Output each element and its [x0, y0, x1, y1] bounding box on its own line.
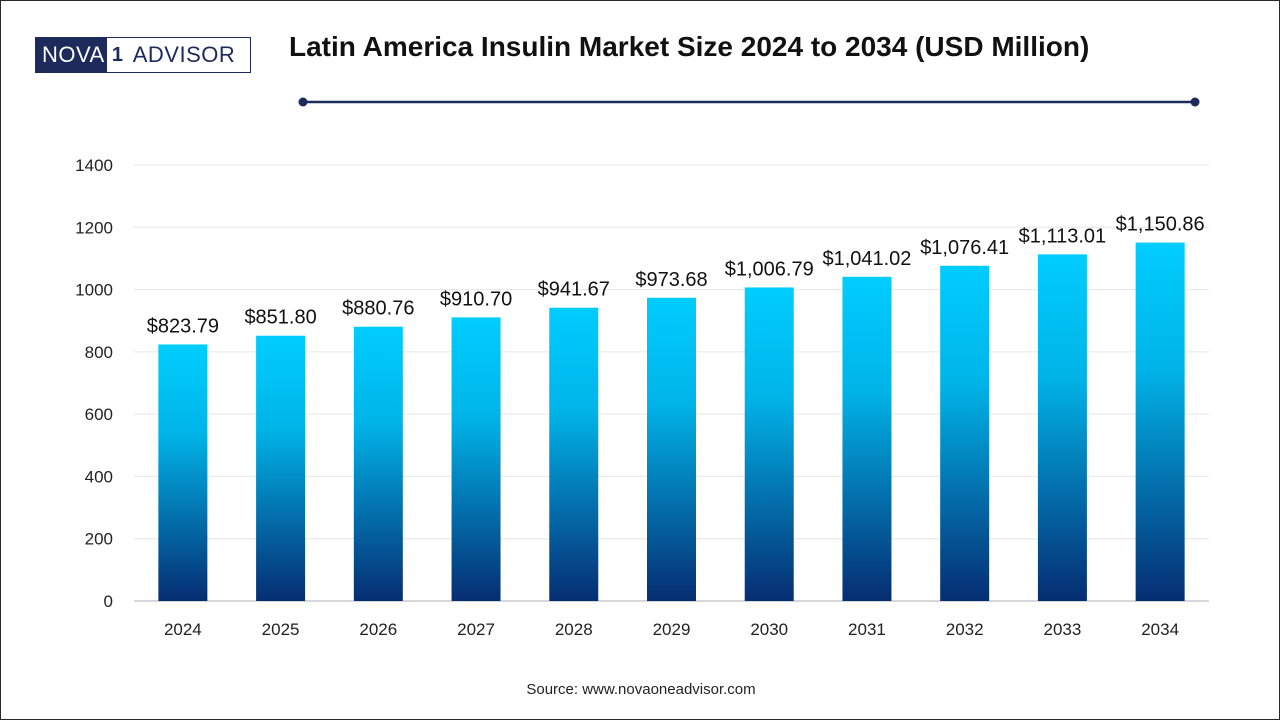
data-label-2024: $823.79 [147, 315, 219, 337]
y-tick-label: 1400 [75, 156, 113, 175]
x-tick-label-2033: 2033 [1043, 620, 1081, 639]
y-axis-tick-labels: 0 200 400 600 800 1000 1200 1400 [75, 156, 113, 611]
chart-title: Latin America Insulin Market Size 2024 t… [289, 31, 1090, 62]
x-tick-label-2027: 2027 [457, 620, 495, 639]
title-rule [298, 97, 1200, 107]
data-label-2030: $1,006.79 [725, 258, 814, 280]
y-tick-label: 1200 [75, 218, 113, 237]
x-tick-label-2034: 2034 [1141, 620, 1179, 639]
bar-2024 [158, 344, 208, 601]
data-label-2028: $941.67 [538, 279, 610, 301]
data-label-2031: $1,041.02 [822, 248, 911, 270]
bar-2030 [744, 287, 794, 601]
logo-text-advisor: ADVISOR [128, 38, 250, 72]
x-tick-label-2024: 2024 [164, 620, 202, 639]
x-tick-label-2030: 2030 [750, 620, 788, 639]
data-label-2025: $851.80 [244, 307, 316, 329]
logo-box-one: 1 [108, 43, 127, 67]
data-label-2029: $973.68 [635, 269, 707, 291]
x-axis-tick-labels: 2024 2025 2026 2027 2028 2029 2030 2031 2032 2033… [164, 620, 1179, 639]
data-label-2033: $1,113.01 [1019, 225, 1107, 247]
y-tick-label: 0 [104, 592, 113, 611]
x-tick-label-2028: 2028 [555, 620, 593, 639]
y-tick-label: 400 [85, 467, 113, 486]
data-label-2026: $880.76 [342, 298, 414, 320]
x-tick-label-2032: 2032 [946, 620, 984, 639]
bar-2029 [647, 297, 696, 601]
bar-2032 [940, 265, 990, 601]
x-tick-label-2026: 2026 [359, 620, 397, 639]
bar-2025 [256, 335, 306, 601]
bar-2026 [353, 326, 403, 601]
nova-advisor-logo: NOVA 1 ADVISOR [35, 37, 251, 73]
y-tick-label: 800 [85, 343, 113, 362]
bar-2027 [451, 317, 501, 601]
data-label-2032: $1,076.41 [920, 237, 1009, 259]
x-tick-label-2029: 2029 [653, 620, 691, 639]
y-tick-label: 200 [85, 530, 113, 549]
x-tick-label-2031: 2031 [848, 620, 886, 639]
y-tick-label: 1000 [75, 281, 113, 300]
logo-text-nova: NOVA [36, 38, 107, 72]
y-tick-label: 600 [85, 405, 113, 424]
bar-2028 [549, 307, 599, 601]
bar-2031 [842, 276, 892, 601]
bars [158, 242, 1185, 602]
bar-2034 [1135, 242, 1185, 602]
source-note: Source: www.novaoneadvisor.com [526, 681, 756, 698]
data-labels: $823.79 $851.80 $880.76 $910.70 $941.67 $973.… [147, 214, 1205, 338]
data-label-2034: $1,150.86 [1116, 214, 1205, 236]
data-label-2027: $910.70 [440, 288, 512, 310]
bar-2033 [1037, 254, 1087, 601]
x-tick-label-2025: 2025 [262, 620, 300, 639]
